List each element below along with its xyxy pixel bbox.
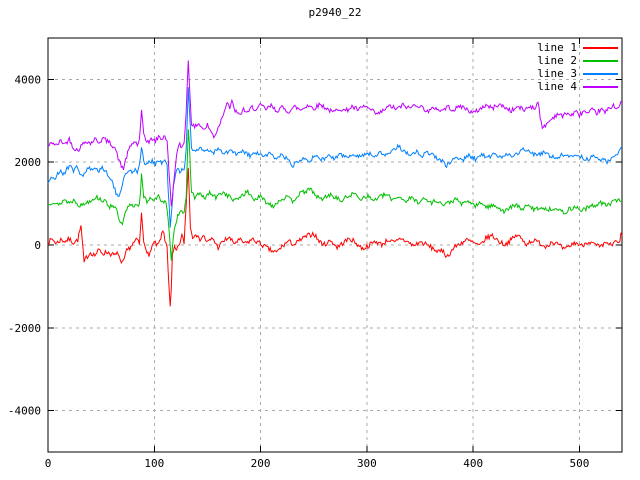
x-tick-label: 400 [463,457,483,470]
x-tick-label: 300 [357,457,377,470]
y-tick-label: 4000 [15,73,42,86]
legend-label: line 4 [537,80,577,93]
y-tick-label: -4000 [8,405,41,418]
legend-label: line 2 [537,54,577,67]
plot-border [47,37,623,453]
x-tick-label: 0 [45,457,52,470]
legend-item-4: line 4 [537,80,618,93]
legend-item-2: line 2 [537,54,618,67]
series-line-2 [47,129,623,261]
plot-title: p2940_22 [308,6,362,19]
series-line-3 [47,87,623,228]
legend-line-sample [583,72,618,75]
legend-label: line 3 [537,67,577,80]
legend-label: line 1 [537,41,577,54]
series-line-4 [47,60,623,207]
y-tick-label: 0 [34,239,41,252]
legend-line-sample [583,85,618,88]
legend-line-sample [583,59,618,62]
y-tick-label: 2000 [15,156,42,169]
x-tick-label: 100 [144,457,164,470]
x-tick-label: 200 [251,457,271,470]
legend-line-sample [583,46,618,49]
x-tick-label: 500 [570,457,590,470]
legend-item-1: line 1 [537,41,618,54]
y-tick-label: -2000 [8,322,41,335]
legend-item-3: line 3 [537,67,618,80]
series-line-1 [47,167,623,307]
legend: line 1 line 2 line 3 line 4 [537,41,618,93]
